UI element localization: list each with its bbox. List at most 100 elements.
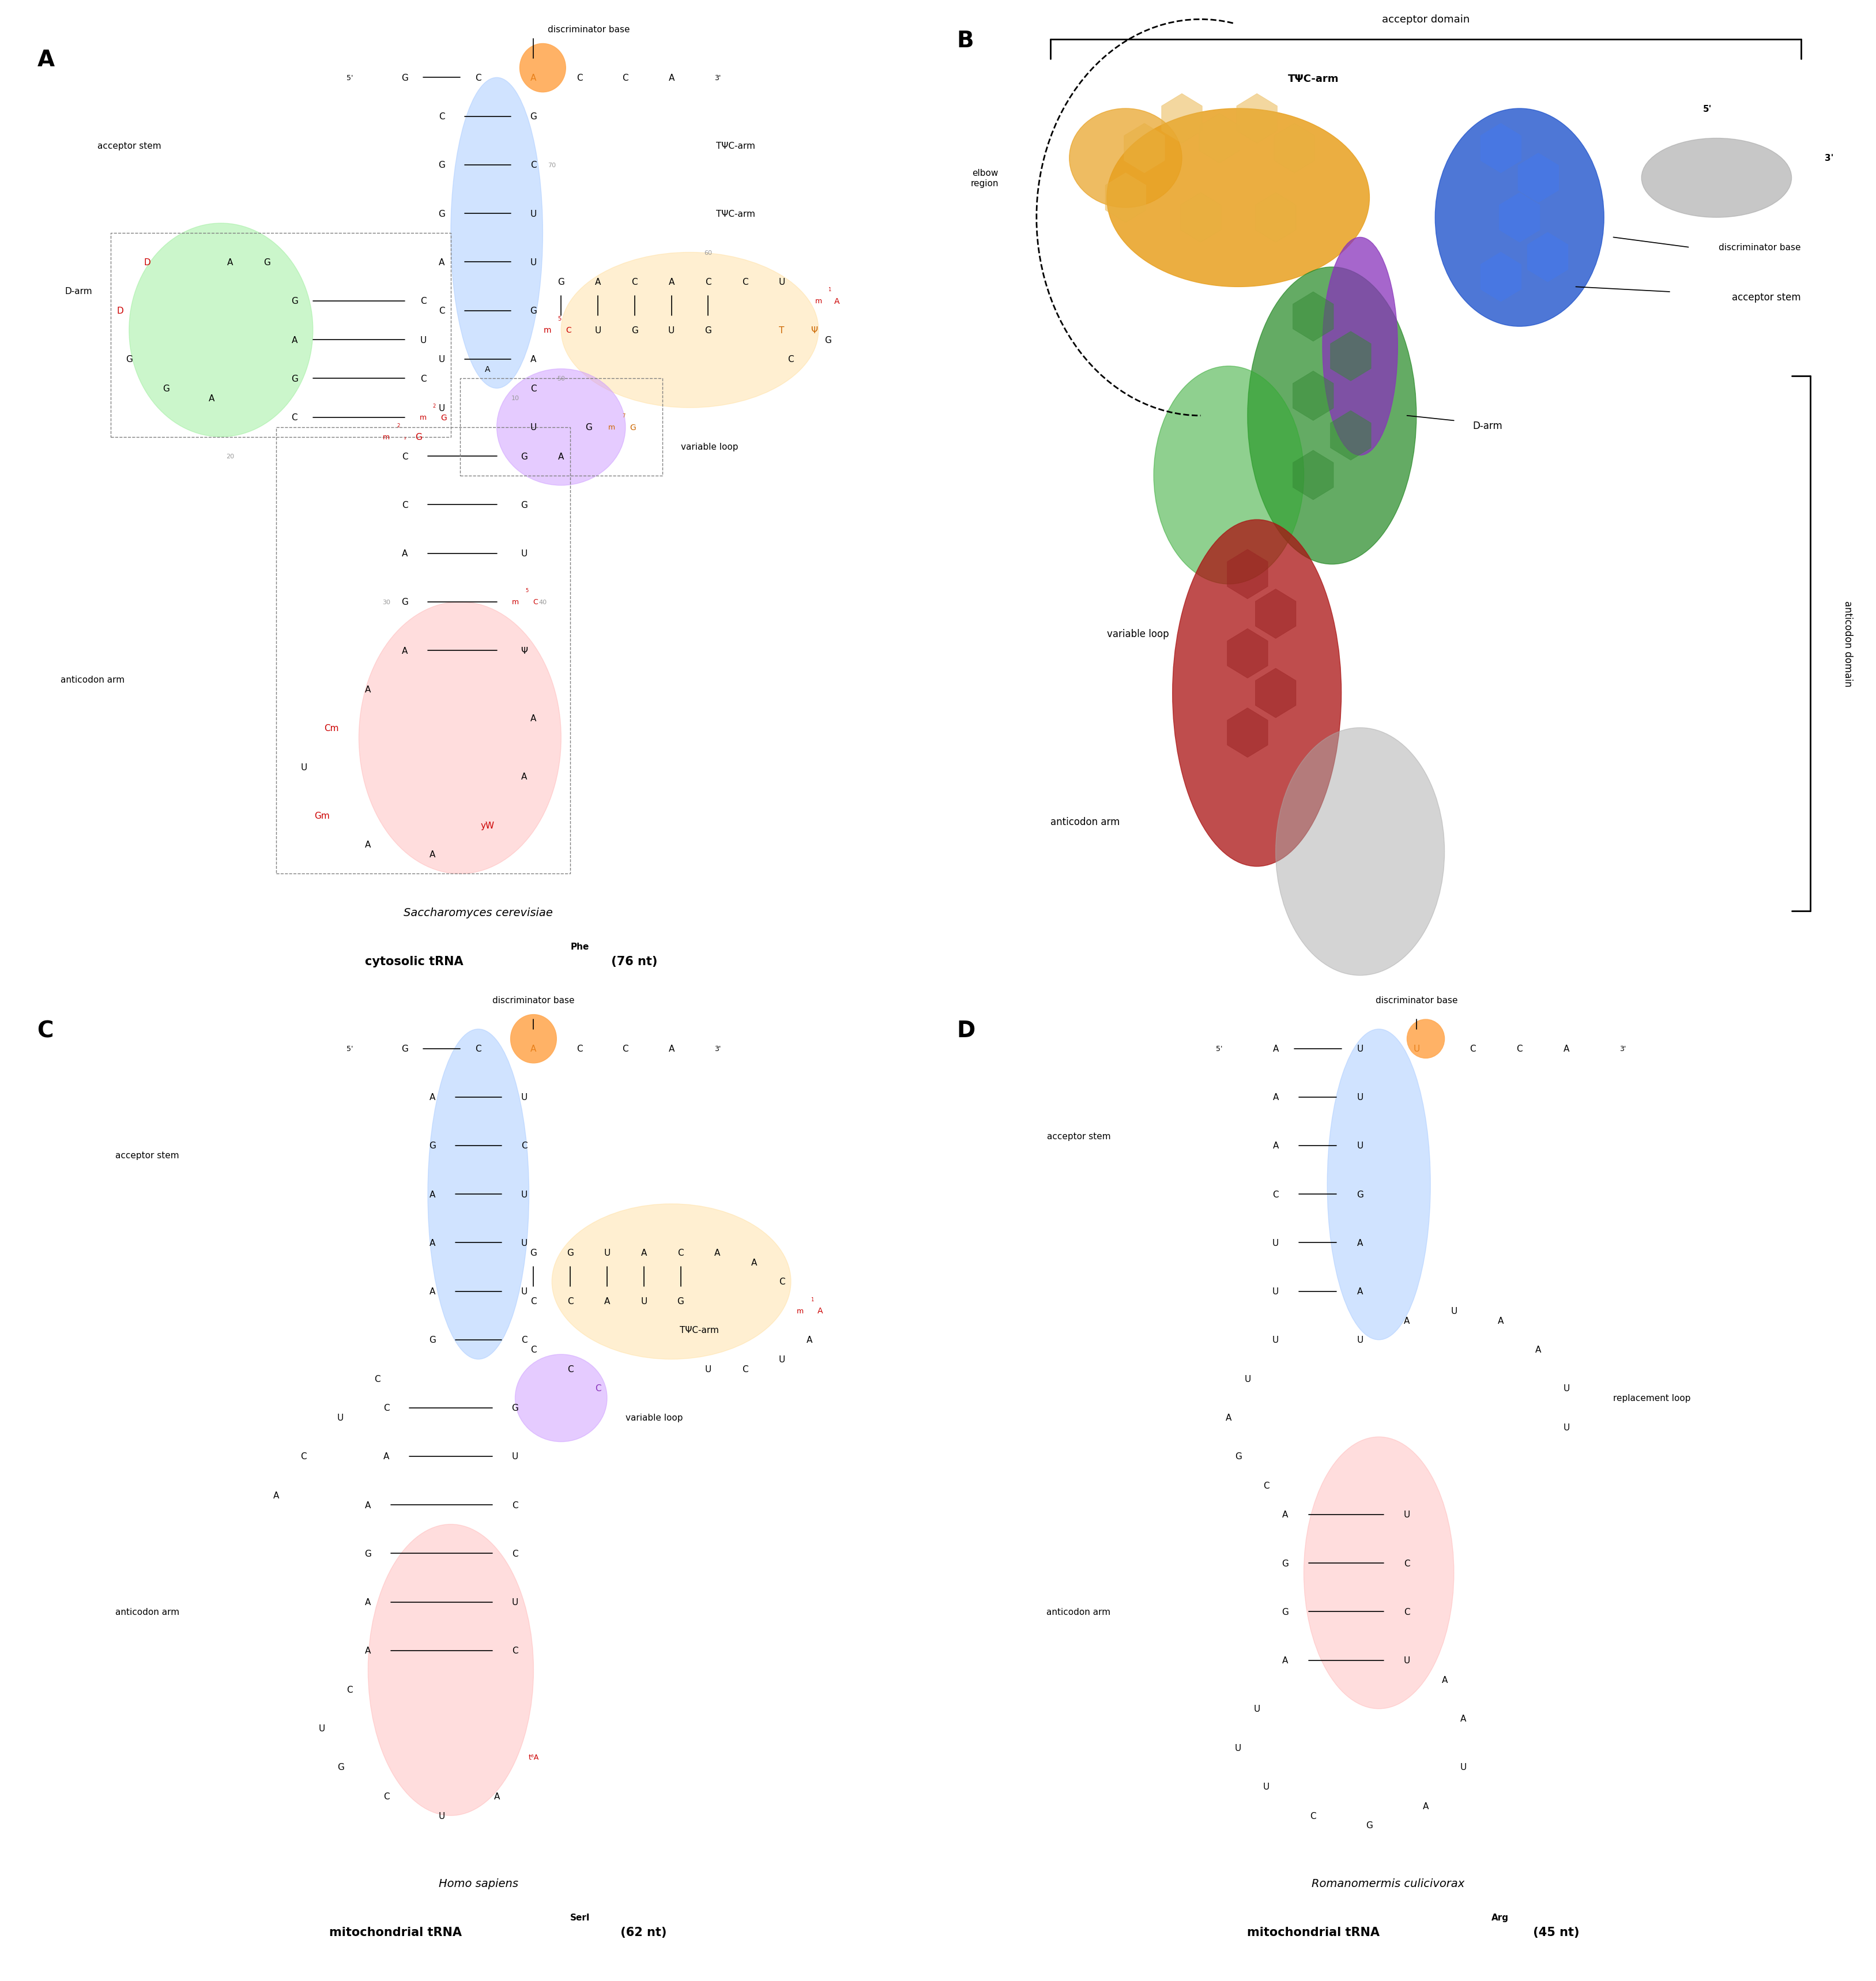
Text: G: G <box>1234 1452 1242 1460</box>
Text: A: A <box>715 1248 720 1256</box>
Text: (45 nt): (45 nt) <box>1529 1926 1580 1937</box>
Text: A: A <box>1281 1510 1289 1519</box>
Text: 50: 50 <box>557 376 565 382</box>
Text: G: G <box>430 1141 435 1151</box>
Text: A: A <box>366 1502 371 1510</box>
Text: U: U <box>1450 1307 1458 1315</box>
Text: C: C <box>439 113 445 121</box>
Text: 30: 30 <box>383 600 390 604</box>
Text: U: U <box>1563 1422 1570 1432</box>
Text: discriminator base: discriminator base <box>493 996 574 1004</box>
Text: m: m <box>608 424 615 432</box>
Text: 5: 5 <box>557 315 561 321</box>
Text: SerI: SerI <box>570 1914 591 1922</box>
Text: A: A <box>604 1298 610 1305</box>
Text: U: U <box>1263 1783 1270 1791</box>
Text: C: C <box>373 1375 381 1383</box>
Text: Saccharomyces cerevisiae: Saccharomyces cerevisiae <box>403 907 553 919</box>
Text: Homo sapiens: Homo sapiens <box>439 1878 518 1890</box>
Text: D: D <box>144 258 150 267</box>
Text: 5': 5' <box>1703 105 1711 113</box>
Text: G: G <box>522 501 527 509</box>
Text: anticodon arm: anticodon arm <box>1051 816 1120 828</box>
Text: C: C <box>1263 1482 1270 1490</box>
Text: A: A <box>1422 1801 1430 1811</box>
Text: D-arm: D-arm <box>1473 420 1503 432</box>
Text: B: B <box>957 30 974 52</box>
Text: (76 nt): (76 nt) <box>608 955 657 967</box>
Text: U: U <box>1403 1510 1411 1519</box>
Text: 3': 3' <box>715 1046 720 1052</box>
Ellipse shape <box>1435 109 1604 327</box>
Text: ₂: ₂ <box>403 434 405 440</box>
Text: C: C <box>1469 1044 1476 1054</box>
Text: G: G <box>126 355 133 365</box>
Text: A: A <box>430 1238 435 1248</box>
Text: discriminator base: discriminator base <box>1375 996 1458 1004</box>
Text: G: G <box>439 210 445 218</box>
Text: 2: 2 <box>433 404 435 408</box>
Text: A: A <box>1272 1141 1279 1151</box>
Text: A: A <box>430 850 435 860</box>
Text: C: C <box>300 1452 308 1460</box>
Text: C: C <box>531 1345 537 1353</box>
Text: A: A <box>522 773 527 781</box>
Text: C: C <box>512 1646 518 1654</box>
Text: A: A <box>1563 1044 1570 1054</box>
Text: U: U <box>420 337 426 345</box>
Text: 70: 70 <box>548 162 555 168</box>
Text: G: G <box>291 374 298 382</box>
Text: G: G <box>1281 1559 1289 1567</box>
Text: G: G <box>439 160 445 170</box>
Text: C: C <box>779 1278 784 1286</box>
Text: A: A <box>38 50 54 71</box>
Text: 5': 5' <box>1216 1046 1223 1052</box>
Text: C: C <box>1403 1607 1411 1616</box>
Text: C: C <box>383 1405 390 1412</box>
Text: U: U <box>668 327 675 335</box>
Text: m: m <box>814 297 822 305</box>
Text: U: U <box>439 404 445 412</box>
Text: U: U <box>1356 1141 1364 1151</box>
Text: 5': 5' <box>347 75 353 81</box>
Ellipse shape <box>428 1030 529 1359</box>
Ellipse shape <box>1407 1020 1445 1058</box>
Text: C: C <box>705 277 711 285</box>
Text: A: A <box>668 1044 673 1054</box>
Text: A: A <box>383 1452 390 1460</box>
Text: C: C <box>533 598 538 606</box>
Text: 2: 2 <box>398 424 400 428</box>
Text: variable loop: variable loop <box>681 442 737 452</box>
Text: U: U <box>531 258 537 267</box>
Ellipse shape <box>1069 109 1182 208</box>
Text: C: C <box>347 1686 353 1694</box>
Text: A: A <box>595 277 600 285</box>
Text: A: A <box>208 394 214 402</box>
Text: U: U <box>512 1599 518 1607</box>
Ellipse shape <box>510 1014 557 1064</box>
Text: yW: yW <box>480 822 495 830</box>
Ellipse shape <box>1172 519 1341 866</box>
Text: G: G <box>522 452 527 462</box>
Ellipse shape <box>1642 139 1792 218</box>
Text: U: U <box>640 1298 647 1305</box>
Text: C: C <box>623 73 628 83</box>
Text: 3': 3' <box>1825 155 1833 162</box>
Text: G: G <box>263 258 270 267</box>
Text: variable loop: variable loop <box>1107 628 1169 640</box>
Text: replacement loop: replacement loop <box>1613 1395 1690 1403</box>
Text: G: G <box>824 337 831 345</box>
Text: U: U <box>1234 1743 1242 1751</box>
Text: G: G <box>1356 1191 1364 1199</box>
Text: U: U <box>1413 1044 1420 1054</box>
Text: U: U <box>319 1723 325 1733</box>
Text: A: A <box>1460 1714 1467 1723</box>
Text: C: C <box>567 1298 574 1305</box>
Ellipse shape <box>516 1355 608 1442</box>
Text: A: A <box>401 646 407 656</box>
Text: U: U <box>1272 1238 1279 1248</box>
Text: A: A <box>1272 1044 1279 1054</box>
Text: A: A <box>531 715 537 723</box>
Text: A: A <box>559 452 565 462</box>
Ellipse shape <box>129 224 313 438</box>
